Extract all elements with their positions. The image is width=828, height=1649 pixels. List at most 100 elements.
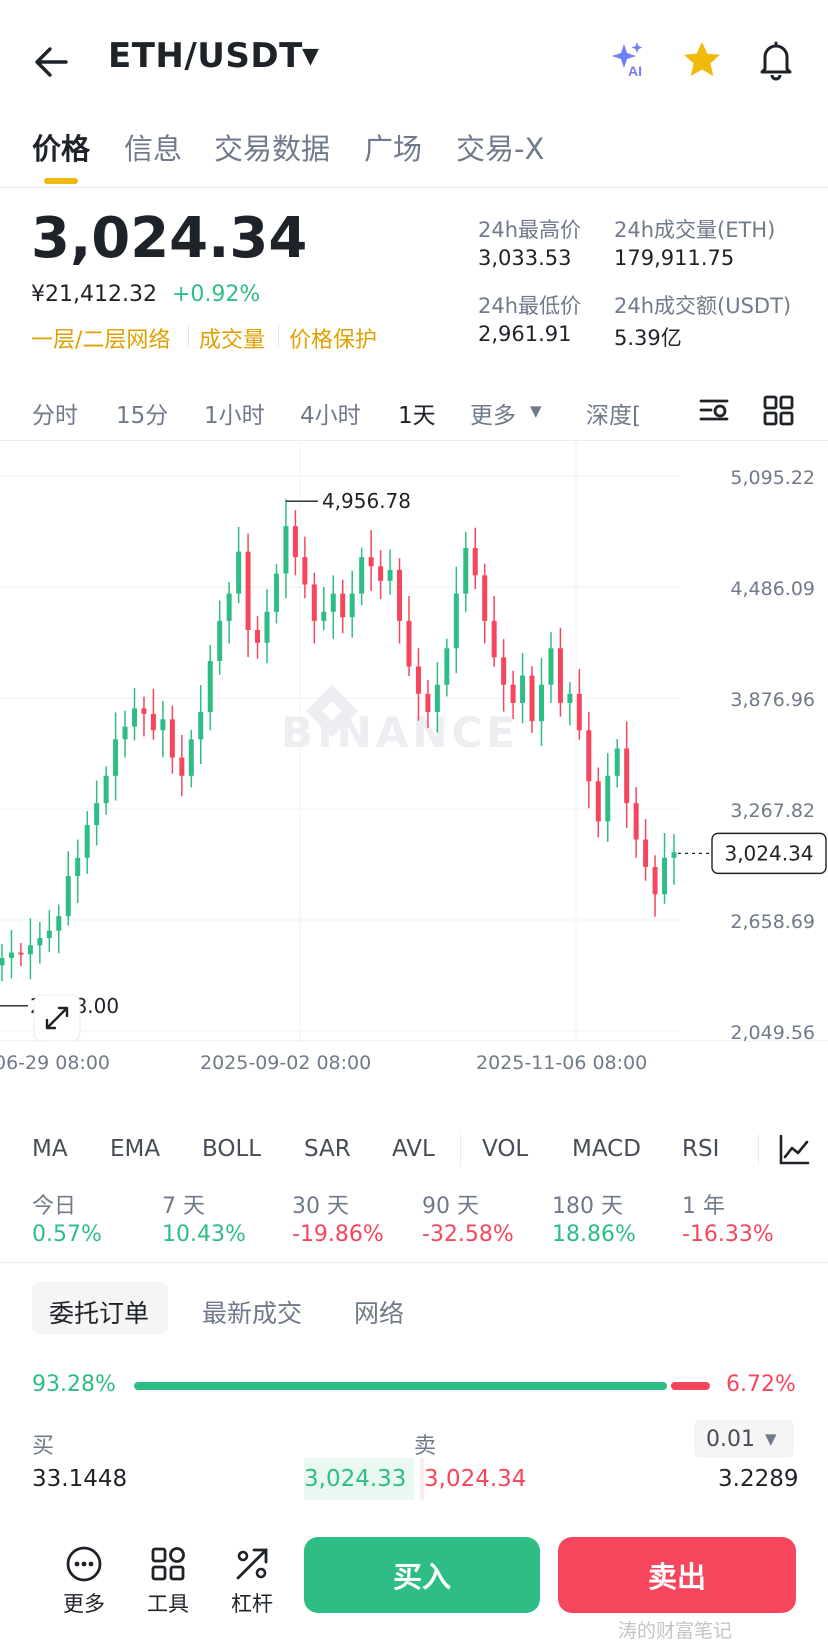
indicator-sar[interactable]: SAR [304, 1136, 351, 1162]
tab-network[interactable]: 网络 [354, 1299, 405, 1328]
candle-body [425, 693, 431, 713]
interval-depth[interactable]: 深度[ [586, 403, 641, 429]
tag-separator [188, 324, 189, 346]
buy-ratio: 93.28% [32, 1372, 116, 1397]
candlestick-chart[interactable]: BINANCE 5,095.22 4,486.09 3,876.96 3,267.82… [0, 441, 828, 1086]
candle-body [132, 708, 138, 727]
candle-body [595, 781, 601, 822]
sell-button[interactable]: 卖出 [558, 1537, 796, 1613]
candle-body [453, 593, 459, 649]
more-dots-icon [62, 1542, 106, 1586]
tag-layer-network[interactable]: 一层/二层网络 [31, 328, 171, 353]
leverage-button[interactable]: 杠杆 [220, 1542, 284, 1618]
candle-body [217, 620, 223, 661]
candle-body [46, 930, 52, 938]
tab-trade-x[interactable]: 交易-X [456, 132, 545, 166]
source-watermark: 涛的财富笔记 [618, 1616, 732, 1643]
tag-volume[interactable]: 成交量 [199, 328, 266, 353]
star-icon[interactable] [680, 38, 724, 82]
candle-body [255, 630, 261, 643]
indicator-rsi[interactable]: RSI [682, 1136, 720, 1162]
candle-body [576, 693, 582, 731]
candle-body [84, 825, 90, 858]
candle-body [557, 648, 563, 703]
candle-body [283, 526, 289, 574]
precision-value: 0.01 [706, 1426, 755, 1452]
stat-volume-label: 24h成交量(ETH) [614, 218, 776, 242]
chart-settings-icon[interactable] [696, 392, 732, 428]
perf-value: -32.58% [422, 1222, 514, 1247]
leverage-label: 杠杆 [231, 1592, 273, 1616]
caret-down-icon[interactable]: ▼ [302, 44, 319, 69]
stat-low-label: 24h最低价 [478, 294, 582, 318]
tools-button[interactable]: 工具 [136, 1542, 200, 1618]
stat-high-value: 3,033.53 [478, 246, 572, 270]
candle-body [321, 611, 327, 621]
interval-1d[interactable]: 1天 [398, 403, 436, 429]
candle-body [567, 693, 573, 703]
leverage-icon [230, 1542, 274, 1586]
indicator-separator [758, 1134, 759, 1166]
watermark-text: 涛的财富笔记 [618, 1620, 733, 1642]
interval-15m[interactable]: 15分 [116, 403, 169, 429]
buy-button[interactable]: 买入 [304, 1537, 540, 1613]
bid-quantity: 33.1448 [32, 1466, 128, 1492]
candle-body [520, 675, 526, 703]
tag-price-protection[interactable]: 价格保护 [289, 328, 378, 353]
bid-price[interactable]: 3,024.33 [304, 1466, 407, 1492]
indicator-ma[interactable]: MA [32, 1136, 68, 1162]
candle-body [434, 684, 440, 713]
last-price-tag [711, 832, 827, 875]
candle-body [0, 958, 5, 966]
chart-grid [0, 441, 828, 1042]
layout-grid-icon[interactable] [760, 392, 796, 428]
buy-ratio-bar [134, 1382, 667, 1390]
interval-1h[interactable]: 1小时 [204, 403, 265, 429]
interval-4h[interactable]: 4小时 [300, 403, 361, 429]
tab-price[interactable]: 价格 [32, 132, 91, 166]
indicator-avl[interactable]: AVL [392, 1136, 435, 1162]
last-price: 3,024.34 [31, 206, 308, 271]
indicator-settings-icon[interactable] [776, 1132, 812, 1168]
x-tick-label: 2025-09-02 08:00 [200, 1052, 371, 1074]
perf-value: 10.43% [162, 1222, 246, 1247]
tab-trading-data[interactable]: 交易数据 [214, 132, 331, 166]
candle-body [264, 611, 270, 643]
candle-body [614, 748, 620, 776]
back-arrow-icon[interactable] [30, 40, 74, 84]
interval-more[interactable]: 更多 [470, 403, 516, 429]
y-tick-label: 3,267.82 [730, 800, 815, 822]
sell-ratio: 6.72% [726, 1372, 796, 1397]
candle-body [406, 620, 412, 667]
perf-label: 90 天 [422, 1194, 479, 1219]
pair-title[interactable]: ETH/USDT [108, 36, 303, 76]
candle-body [368, 557, 374, 567]
candle-body [491, 620, 497, 658]
ask-price[interactable]: 3,024.34 [424, 1466, 527, 1492]
x-tick-label: 06-29 08:00 [0, 1052, 110, 1074]
indicator-vol[interactable]: VOL [482, 1136, 529, 1162]
tab-recent-trades[interactable]: 最新成交 [202, 1299, 303, 1328]
candle-body [330, 593, 336, 612]
tab-order-book[interactable]: 委托订单 [49, 1299, 150, 1328]
candle-body [643, 839, 649, 867]
divider [0, 187, 828, 188]
candles [0, 499, 677, 982]
interval-timeline[interactable]: 分时 [32, 403, 78, 429]
x-tick-label: 2025-11-06 08:00 [476, 1052, 647, 1074]
tab-info[interactable]: 信息 [124, 132, 183, 166]
bell-icon[interactable] [754, 38, 798, 82]
precision-select[interactable]: 0.01 ▼ [694, 1420, 794, 1458]
indicator-macd[interactable]: MACD [572, 1136, 641, 1162]
ai-sparkle-icon[interactable]: AI [606, 38, 650, 82]
indicator-boll[interactable]: BOLL [202, 1136, 262, 1162]
candle-body [150, 713, 156, 731]
more-button[interactable]: 更多 [52, 1542, 116, 1618]
candle-body [94, 803, 100, 826]
indicator-ema[interactable]: EMA [110, 1136, 161, 1162]
candle-body [397, 569, 403, 621]
perf-label: 30 天 [292, 1194, 349, 1219]
sell-ratio-bar [671, 1382, 710, 1390]
tab-square[interactable]: 广场 [364, 132, 423, 166]
perf-value: -19.86% [292, 1222, 384, 1247]
